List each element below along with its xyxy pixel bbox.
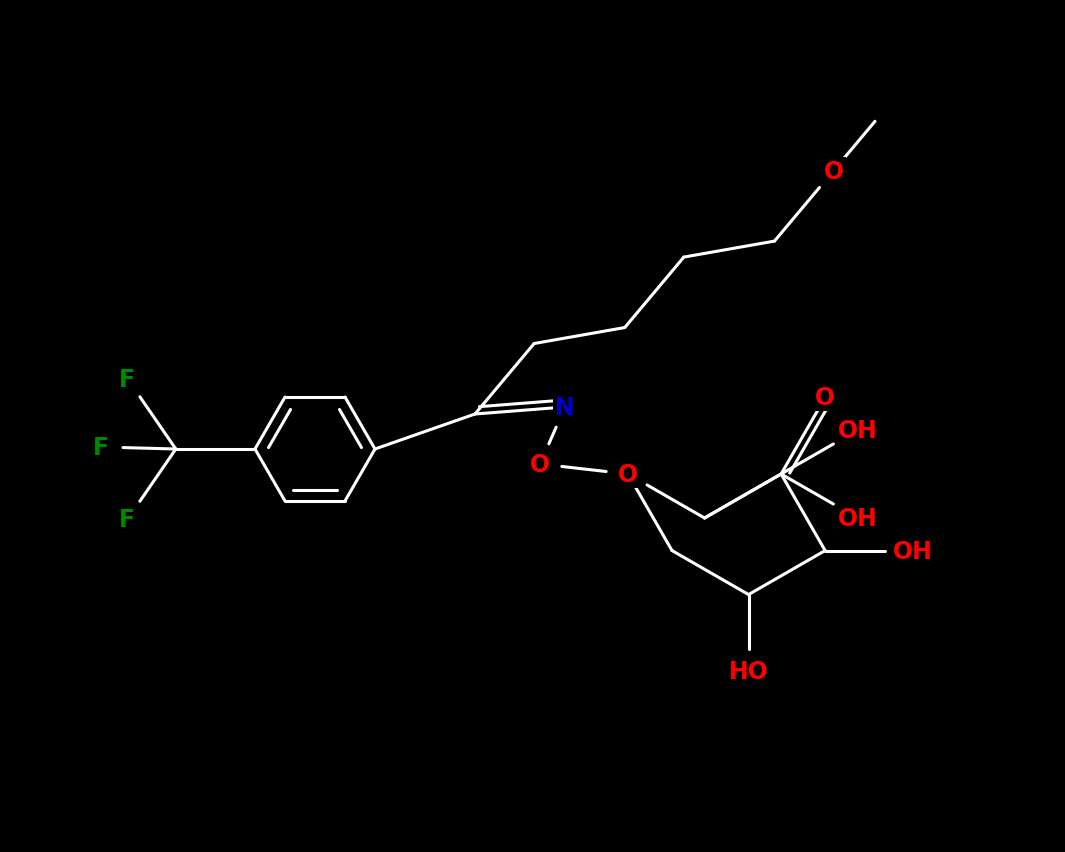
Text: F: F xyxy=(119,508,135,532)
Text: N: N xyxy=(555,395,575,419)
Text: OH: OH xyxy=(894,539,933,563)
Text: OH: OH xyxy=(838,418,878,442)
Text: O: O xyxy=(618,463,638,486)
Text: O: O xyxy=(530,452,550,476)
Text: O: O xyxy=(823,159,843,183)
Text: F: F xyxy=(93,435,109,459)
Text: HO: HO xyxy=(728,659,769,683)
Text: F: F xyxy=(119,367,135,391)
Text: O: O xyxy=(815,386,835,410)
Text: OH: OH xyxy=(838,506,878,531)
